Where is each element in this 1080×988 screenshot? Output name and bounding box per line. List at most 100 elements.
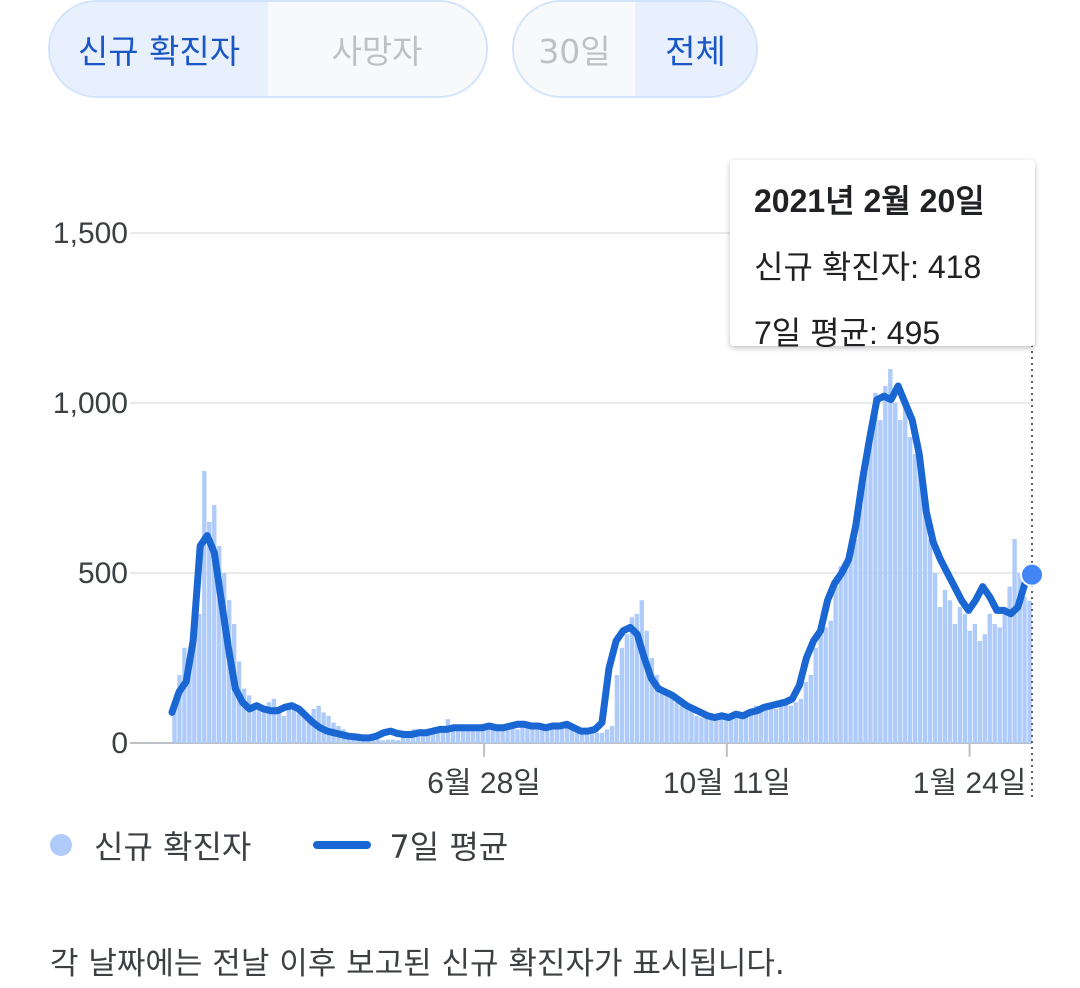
case-bar	[629, 617, 635, 743]
x-tick-label: 1월 24일	[913, 767, 1027, 800]
case-bar	[674, 702, 679, 743]
case-bar	[440, 726, 446, 743]
case-bar	[187, 661, 192, 743]
footnote: 각 날짜에는 전날 이후 보고된 신규 확진자가 표시됩니다.	[50, 946, 785, 982]
case-bar	[748, 712, 754, 743]
case-bar	[838, 566, 843, 743]
case-bar	[734, 717, 739, 743]
metric-toggle: 신규 확진자 사망자	[48, 0, 488, 98]
case-bar	[823, 627, 828, 743]
case-bar	[306, 719, 311, 743]
case-bar	[386, 739, 391, 743]
cases-legend-label: 신규 확진자	[94, 828, 252, 866]
case-bar	[550, 726, 555, 743]
case-bar	[694, 715, 699, 743]
deaths-toggle[interactable]: 사망자	[268, 2, 486, 96]
case-bar	[624, 634, 630, 743]
range-30d-toggle[interactable]: 30일	[514, 2, 635, 96]
case-bar	[858, 505, 863, 743]
case-bar	[982, 634, 987, 743]
case-bar	[788, 705, 794, 743]
case-bar	[222, 573, 227, 743]
case-bar	[758, 709, 764, 743]
case-bar	[560, 727, 565, 743]
case-bar	[793, 702, 799, 743]
case-bar	[619, 647, 625, 743]
case-bar	[207, 522, 212, 743]
case-bar	[848, 552, 853, 743]
case-bar	[659, 688, 664, 743]
case-bar	[709, 719, 714, 743]
case-bar	[863, 471, 868, 743]
case-bar	[192, 641, 197, 743]
case-bar	[574, 726, 580, 743]
case-bar	[813, 647, 818, 743]
case-bar	[172, 702, 177, 743]
case-bar	[614, 675, 620, 743]
case-bar	[391, 739, 396, 743]
case-bar	[1002, 607, 1007, 743]
case-bar	[937, 607, 943, 743]
case-bar	[400, 736, 406, 743]
case-bar	[525, 722, 530, 743]
case-bar	[569, 726, 575, 743]
case-bar	[241, 688, 247, 743]
case-bar	[420, 732, 426, 743]
case-bar	[932, 573, 938, 743]
case-bar	[1007, 586, 1012, 743]
case-bar	[217, 545, 222, 743]
case-bar	[908, 437, 913, 743]
case-bar	[271, 698, 277, 743]
case-bar	[957, 607, 963, 743]
case-bar	[301, 715, 306, 743]
case-bar	[818, 634, 823, 743]
case-bar	[714, 717, 719, 743]
case-bar	[729, 715, 734, 743]
case-bar	[684, 709, 689, 743]
case-bar	[873, 392, 878, 743]
range-toggle: 30일 전체	[512, 0, 758, 98]
tooltip-new-cases: 신규 확진자: 418	[754, 249, 982, 285]
case-bar	[808, 675, 813, 743]
case-bar	[579, 732, 585, 743]
cases-chart[interactable]: 0 500 1,000 1,500 6월 28일 10월 11일 1월 24일	[0, 0, 1080, 820]
case-bar	[530, 722, 535, 743]
new-cases-toggle[interactable]: 신규 확진자	[50, 2, 268, 96]
case-bar	[281, 715, 287, 743]
case-bar	[798, 698, 804, 743]
case-bar	[256, 709, 262, 743]
case-bar	[565, 722, 570, 743]
case-bar	[276, 709, 282, 743]
case-bar	[987, 613, 992, 743]
case-bar	[843, 566, 848, 743]
case-bar	[853, 539, 858, 743]
case-bar	[898, 420, 903, 743]
case-bar	[833, 579, 838, 743]
case-bar	[753, 705, 759, 743]
chart-legend: 신규 확진자 7일 평균	[50, 822, 508, 868]
case-bar	[455, 726, 461, 743]
range-all-toggle[interactable]: 전체	[635, 2, 756, 96]
case-bar	[883, 386, 888, 743]
case-bar	[962, 613, 968, 743]
case-bar	[182, 647, 187, 743]
case-bar	[927, 539, 933, 743]
y-tick-label: 0	[111, 727, 128, 760]
case-bar	[594, 732, 600, 743]
case-bar	[505, 726, 510, 743]
case-bar	[555, 726, 560, 743]
case-bar	[704, 715, 709, 743]
case-bar	[952, 624, 958, 743]
case-bar	[644, 630, 649, 743]
case-bar	[1017, 573, 1022, 743]
case-bar	[739, 714, 744, 743]
case-bar	[997, 627, 1002, 743]
case-bar	[893, 403, 898, 743]
case-bar	[768, 705, 774, 743]
case-bar	[291, 709, 296, 743]
highlight-point	[1020, 562, 1044, 587]
case-bar	[460, 727, 465, 743]
case-bar	[415, 732, 421, 743]
case-bar	[425, 734, 431, 743]
case-bar	[545, 726, 550, 743]
